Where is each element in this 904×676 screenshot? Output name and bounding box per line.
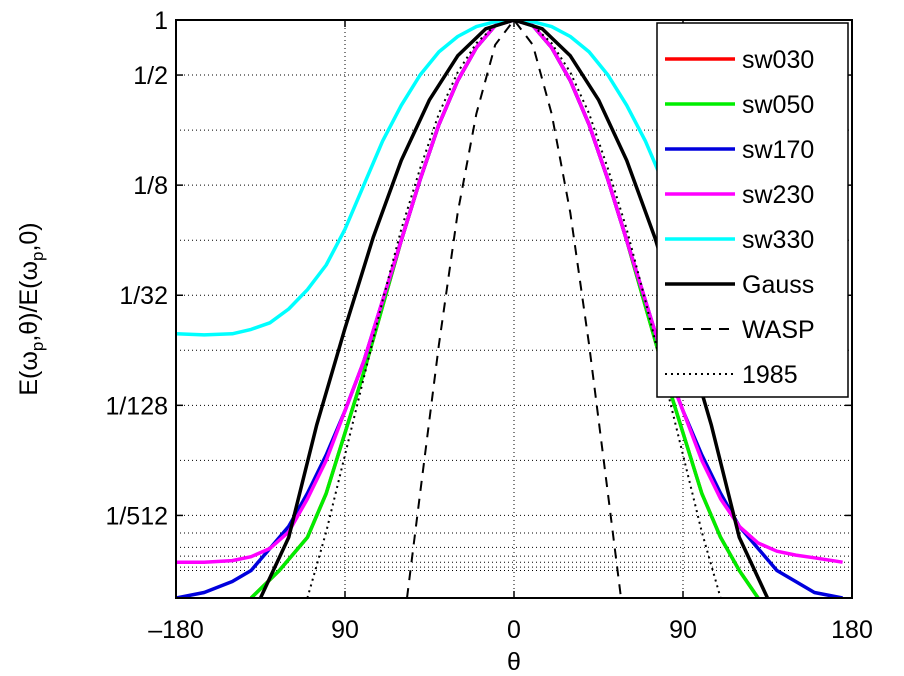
series-line-sw230 (176, 20, 843, 564)
series-line-sw170 (176, 20, 843, 598)
y-tick-label: 1/2 (133, 62, 168, 90)
legend-label-gauss: Gauss (742, 271, 814, 299)
y-axis-label: E(ωp,θ)/E(ωp,0) (15, 222, 47, 395)
ticks: –180 90 0 90 180 1 1/2 1/8 1/32 1/128 1/512 (105, 7, 872, 644)
series-line-sw050 (249, 20, 760, 598)
x-tick-label: 90 (669, 616, 697, 644)
legend-label-wasp: WASP (742, 316, 815, 344)
x-tick-label: 180 (831, 616, 873, 644)
legend-label-sw170: sw170 (742, 136, 814, 164)
legend: sw030 sw050 sw170 sw230 sw330 Gauss WASP 1985 (656, 22, 849, 398)
y-tick-label: 1/128 (105, 392, 168, 420)
y-tick-label: 1 (154, 7, 168, 35)
legend-box (656, 22, 849, 398)
y-tick-label: 1/8 (133, 172, 168, 200)
x-tick-label: 90 (331, 616, 359, 644)
x-tick-label: 0 (507, 616, 521, 644)
legend-label-1985: 1985 (742, 361, 798, 389)
legend-label-sw030: sw030 (742, 46, 814, 74)
series-line-wasp (406, 20, 622, 598)
y-tick-label: 1/512 (105, 502, 168, 530)
legend-label-sw330: sw330 (742, 226, 814, 254)
y-tick-label: 1/32 (119, 282, 168, 310)
legend-label-sw230: sw230 (742, 181, 814, 209)
x-tick-label: –180 (148, 616, 204, 644)
legend-label-sw050: sw050 (742, 91, 814, 119)
x-axis-label: θ (507, 648, 521, 676)
